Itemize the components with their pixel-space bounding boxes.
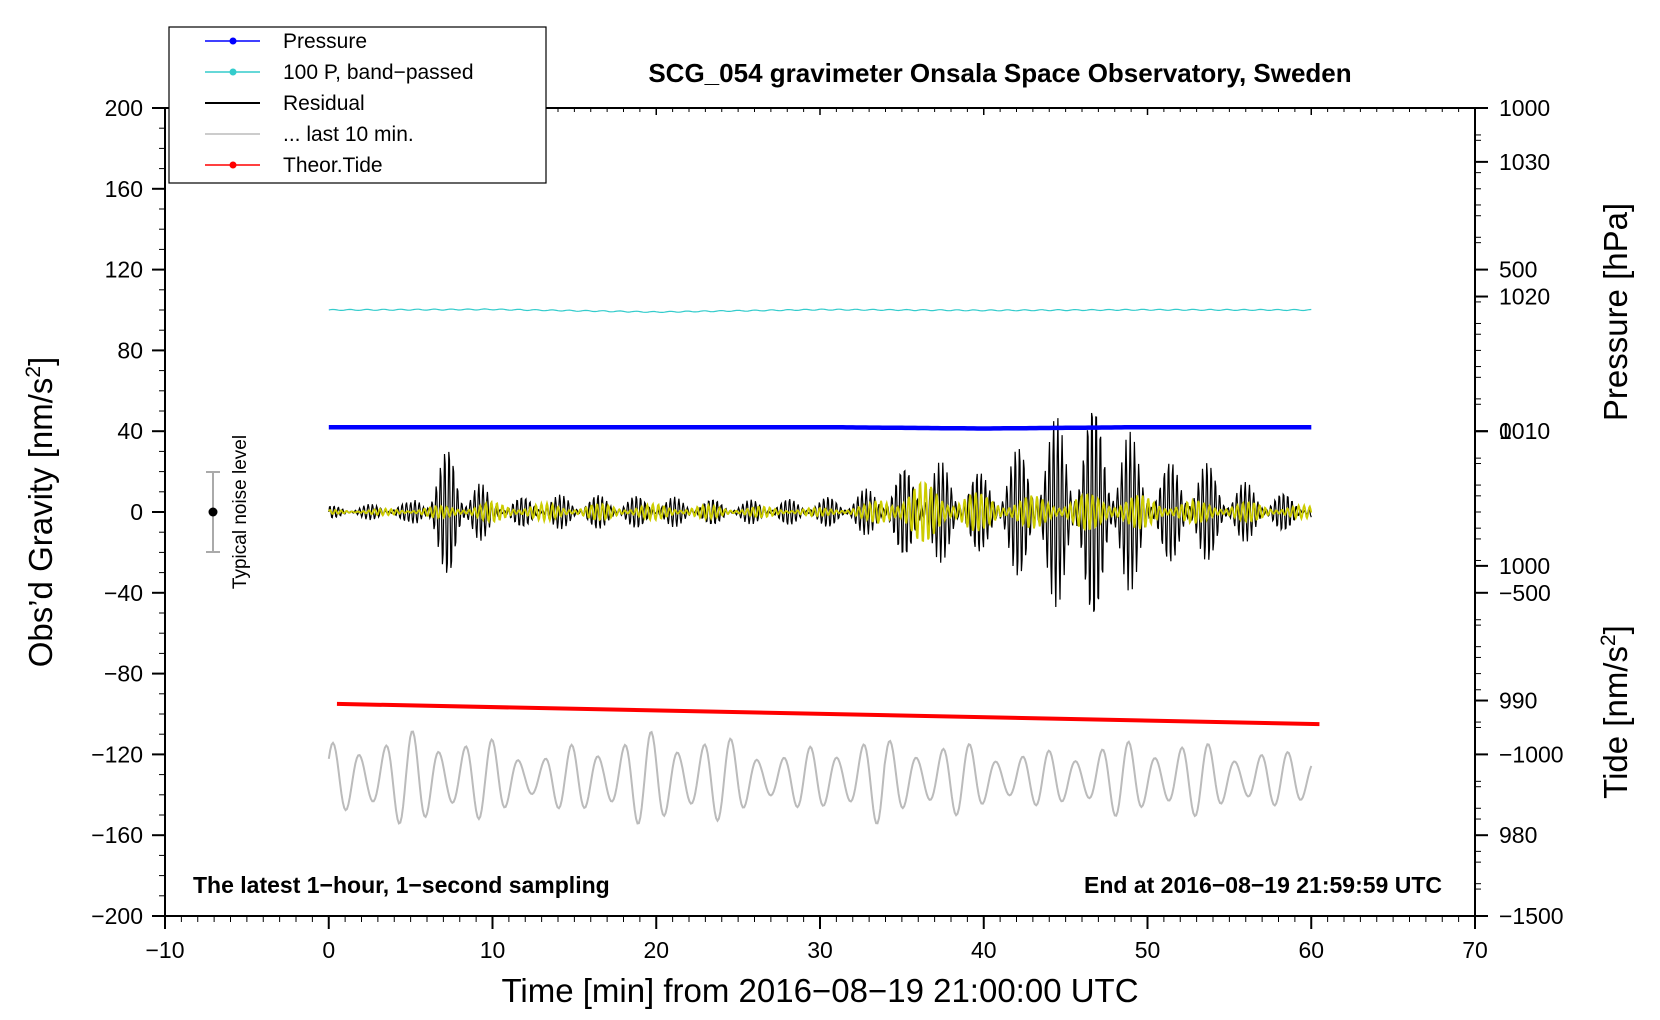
last-10-min-line [327,730,1313,825]
legend-item: Residual [205,92,365,115]
pressure-tick-label: 990 [1499,688,1537,714]
tide-tick-label: −500 [1499,580,1551,606]
pressure-tick-label: 1020 [1499,284,1550,310]
pressure-tick-label: 1030 [1499,149,1550,175]
legend-swatch-marker [229,68,237,76]
y-axis-title-tide: Tide [nm/s2] [1597,625,1634,799]
x-tick-label: 70 [1462,937,1488,963]
y-left-tick-label: −160 [91,822,143,848]
x-tick-label: 30 [807,937,833,963]
pressure-tick-label: 980 [1499,822,1537,848]
legend-label: ... last 10 min. [283,123,414,146]
pressure-tick-label: 1000 [1499,553,1550,579]
legend-label: 100 P, band−passed [283,61,474,84]
y-left-tick-label: 200 [105,95,143,121]
x-tick-label: 40 [971,937,997,963]
y-left-tick-label: 120 [105,257,143,283]
tide-tick-label: −1500 [1499,903,1564,929]
y-left-tick-label: −120 [91,741,143,767]
y-left-tick-label: −80 [104,661,143,687]
noise-level-label: Typical noise level [230,435,251,589]
tide-tick-label: 0 [1499,418,1512,444]
y-axis-title-pressure: Pressure [hPa] [1597,203,1634,421]
annotation-right: End at 2016−08−19 21:59:59 UTC [1084,872,1442,898]
noise-level-indicator: Typical noise level [206,435,251,589]
annotation-left: The latest 1−hour, 1−second sampling [193,872,610,898]
x-axis-title: Time [min] from 2016−08−19 21:00:00 UTC [501,972,1138,1009]
y-left-tick-label: 160 [105,176,143,202]
pressure-tick-label: 1010 [1499,418,1550,444]
x-tick-label: 10 [480,937,506,963]
legend-label: Pressure [283,30,367,53]
legend-item: Theor.Tide [205,154,383,177]
legend-item: Pressure [205,30,367,53]
legend-item: 100 P, band−passed [205,61,474,84]
legend: Pressure 100 P, band−passed Residual ... la… [168,26,547,184]
bandpassed-pressure-line [328,308,1312,313]
chart-title: SCG_054 gravimeter Onsala Space Observat… [648,58,1351,88]
tide-tick-label: 1000 [1499,95,1550,121]
data-series-layer [327,308,1320,825]
legend-box [168,26,547,184]
legend-swatch-marker [229,161,237,169]
legend-label: Theor.Tide [283,154,383,177]
y-axis-title-tide-superscript: 2 [1597,634,1620,646]
x-tick-label: 50 [1135,937,1161,963]
x-tick-label: −10 [145,937,184,963]
x-tick-label: 0 [322,937,335,963]
tide-tick-label: 500 [1499,257,1537,283]
legend-label: Residual [283,92,365,115]
x-tick-label: 20 [643,937,669,963]
legend-swatch-marker [229,37,237,45]
legend-item: ... last 10 min. [205,123,414,146]
tide-tick-label: −1000 [1499,741,1564,767]
theoretical-tide-line [336,701,1320,727]
y-axis-title-left-superscript: 2 [22,366,45,378]
y-left-tick-label: −200 [91,903,143,929]
axis-ticks: −10 0 10 20 30 40 50 60 7020016012080400−40−80−1… [91,95,1563,963]
y-axis-title-left: Obs’d Gravity [nm/s2] [22,357,59,668]
y-left-tick-label: 40 [117,418,143,444]
x-tick-label: 60 [1298,937,1324,963]
bandpassed-residual-line [328,480,1313,542]
noise-center-dot [208,507,218,517]
y-left-tick-label: 80 [117,337,143,363]
y-left-tick-label: −40 [104,580,143,606]
y-left-tick-label: 0 [130,499,143,525]
pressure-line [328,424,1312,431]
